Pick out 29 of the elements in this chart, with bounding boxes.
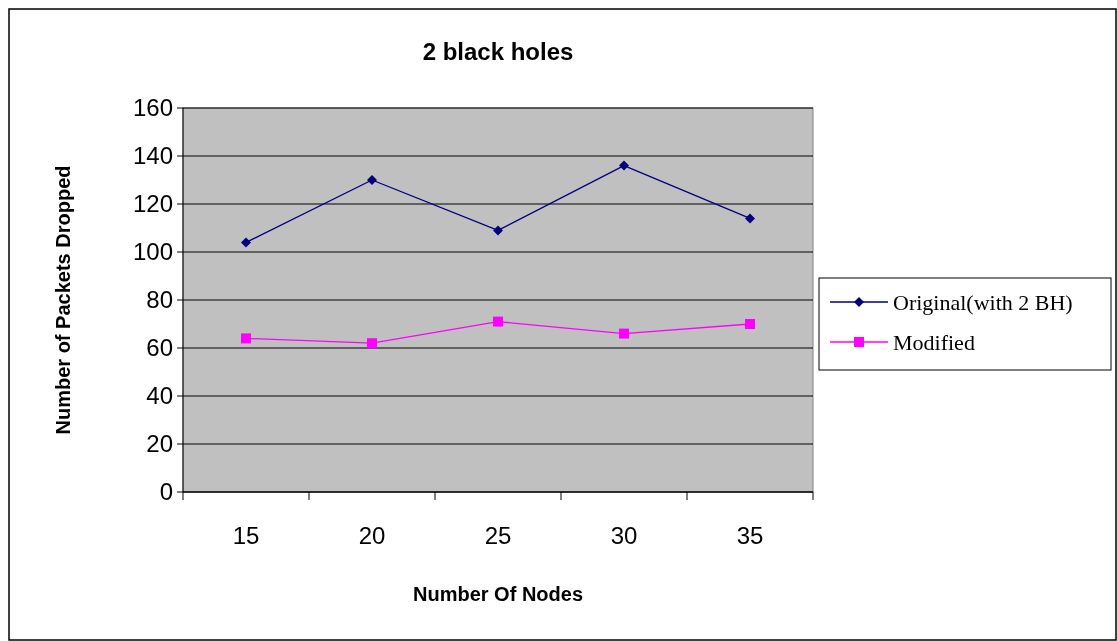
point [745, 213, 755, 224]
y-tick-label: 0 [159, 478, 173, 506]
y-tick-label: 80 [146, 286, 173, 314]
chart-title: 2 black holes [422, 38, 574, 65]
y-tick-label: 20 [146, 430, 173, 458]
x-tick-label: 25 [484, 522, 512, 549]
x-axis-title: Number Of Nodes [412, 583, 584, 605]
y-tick-label: 60 [146, 334, 173, 362]
point [367, 338, 377, 349]
y-tick-label: 160 [132, 94, 173, 122]
y-axis-title: Number of Packets Dropped [52, 165, 74, 435]
x-tick-label: 20 [358, 522, 386, 549]
y-tick-label: 140 [132, 142, 173, 170]
legend-label: Modified [893, 329, 975, 355]
point [241, 237, 251, 248]
x-tick-label: 35 [736, 522, 764, 549]
x-tick-label: 30 [610, 522, 638, 549]
point [619, 328, 629, 339]
point [241, 333, 251, 344]
x-tick-label: 15 [232, 522, 260, 549]
y-tick-label: 120 [132, 190, 173, 218]
point [493, 225, 503, 236]
legend-label: Original(with 2 BH) [893, 289, 1073, 315]
y-tick-label: 40 [146, 382, 173, 410]
point [619, 160, 629, 171]
point [493, 316, 503, 327]
y-tick-label: 100 [132, 238, 173, 266]
point [367, 175, 377, 185]
point [745, 319, 755, 329]
